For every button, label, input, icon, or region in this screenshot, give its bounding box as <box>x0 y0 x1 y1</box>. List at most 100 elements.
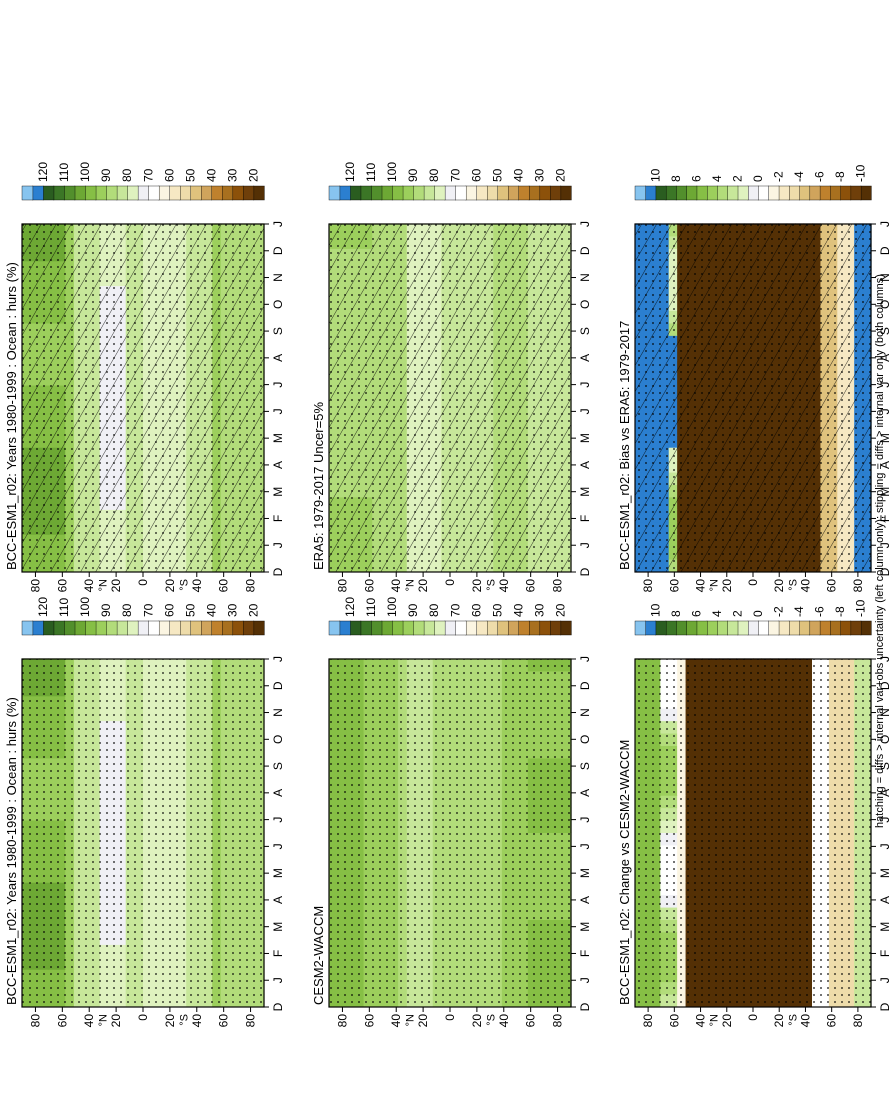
month-tick-label: M <box>271 868 285 878</box>
month-tick-label: J <box>271 817 285 823</box>
month-tick-label: D <box>578 246 592 255</box>
colorbar-label: 80 <box>120 168 134 182</box>
lat-tick-label: 0 <box>136 1014 150 1021</box>
month-tick-label: S <box>578 762 592 770</box>
colorbar-swatch <box>63 620 76 636</box>
north-label: °N <box>98 579 110 591</box>
south-label: °S <box>787 579 799 591</box>
colorbar-label: 110 <box>364 163 378 182</box>
colorbar-swatch <box>434 185 446 201</box>
colorbar-swatch <box>21 620 34 636</box>
colorbar-swatch <box>507 620 519 636</box>
colorbar-label: 100 <box>385 597 399 617</box>
colorbar-label: 40 <box>204 168 218 182</box>
colorbar-label: 70 <box>448 168 462 182</box>
colorbar-label: 6 <box>690 175 704 182</box>
colorbar-label: -8 <box>833 171 847 182</box>
lat-tick-label: 20 <box>109 1014 123 1028</box>
month-tick-label: A <box>271 789 285 797</box>
colorbar-swatch <box>328 185 341 201</box>
colorbar-label: 70 <box>141 603 155 617</box>
colorbar-swatch <box>716 185 728 201</box>
lat-tick-label: 60 <box>217 579 231 593</box>
colorbar-label: 2 <box>731 175 745 182</box>
month-tick-label: A <box>271 461 285 469</box>
month-tick-label: M <box>578 487 592 497</box>
month-tick-label: J <box>271 221 285 227</box>
colorbar-label: -6 <box>813 171 827 182</box>
colorbar-label: 100 <box>385 162 399 182</box>
lat-tick-label: 80 <box>335 579 349 593</box>
lat-tick-label: 20 <box>109 579 123 593</box>
colorbar-swatch <box>253 185 265 201</box>
lat-tick-label: 20 <box>470 579 484 593</box>
colorbar-label: 60 <box>469 603 483 617</box>
lat-tick-label: 20 <box>416 1014 430 1028</box>
colorbar-swatch <box>476 185 488 201</box>
month-tick-label: M <box>271 487 285 497</box>
lat-tick-label: 80 <box>244 579 258 593</box>
month-tick-label: J <box>271 843 285 849</box>
month-tick-label: F <box>271 950 285 957</box>
lat-tick-label: 40 <box>497 1014 511 1028</box>
colorbar-swatch <box>539 620 551 636</box>
month-tick-label: A <box>578 896 592 904</box>
colorbar-label: 30 <box>532 603 546 617</box>
colorbar-label: 4 <box>710 175 724 182</box>
month-tick-label: A <box>578 461 592 469</box>
colorbar-swatch <box>137 185 149 201</box>
colorbar-label: 50 <box>183 168 197 182</box>
lat-tick-label: 60 <box>362 579 376 593</box>
colorbar-swatch <box>232 185 244 201</box>
colorbar-swatch <box>737 185 749 201</box>
month-tick-label: J <box>578 843 592 849</box>
colorbar-label: 8 <box>669 175 683 182</box>
colorbar-swatch <box>465 185 477 201</box>
colorbar-swatch <box>518 185 530 201</box>
month-tick-label: J <box>271 977 285 983</box>
colorbar-swatch <box>788 185 800 201</box>
colorbar-swatch <box>179 620 191 636</box>
colorbar-swatch <box>242 620 255 636</box>
month-tick-label: D <box>271 567 285 576</box>
colorbar-swatch <box>74 185 86 201</box>
north-label: °N <box>98 1014 110 1026</box>
colorbar-swatch <box>402 620 414 636</box>
north-label: °N <box>709 579 721 591</box>
colorbar-swatch <box>840 185 852 201</box>
lat-tick-label: 80 <box>851 579 865 593</box>
colorbar-swatch <box>444 185 456 201</box>
colorbar-swatch <box>727 185 739 201</box>
colorbar-swatch <box>21 185 34 201</box>
lat-tick-label: 40 <box>694 579 708 593</box>
colorbar-label: 80 <box>427 168 441 182</box>
colorbar-swatch <box>95 185 107 201</box>
colorbar-swatch <box>412 620 425 636</box>
colorbar-swatch <box>32 620 44 636</box>
colorbar-label: 10 <box>649 168 663 182</box>
colorbar-swatch <box>200 620 212 636</box>
colorbar-swatch <box>179 185 191 201</box>
colorbar-swatch <box>116 620 128 636</box>
lat-tick-label: 60 <box>217 1014 231 1028</box>
colorbar-swatch <box>686 185 698 201</box>
colorbar-swatch <box>211 620 223 636</box>
lat-tick-label: 80 <box>335 1014 349 1028</box>
colorbar-swatch <box>486 620 498 636</box>
colorbar-swatch <box>486 185 498 201</box>
month-tick-label: F <box>271 515 285 522</box>
month-tick-label: J <box>878 221 891 227</box>
lat-tick-label: 40 <box>389 579 403 593</box>
colorbar-swatch <box>455 185 467 201</box>
colorbar-label: 40 <box>204 603 218 617</box>
colorbar-swatch <box>105 185 118 201</box>
colorbar-label: 30 <box>225 168 239 182</box>
lat-tick-label: 80 <box>551 579 565 593</box>
stippling-overlay <box>22 659 264 1007</box>
